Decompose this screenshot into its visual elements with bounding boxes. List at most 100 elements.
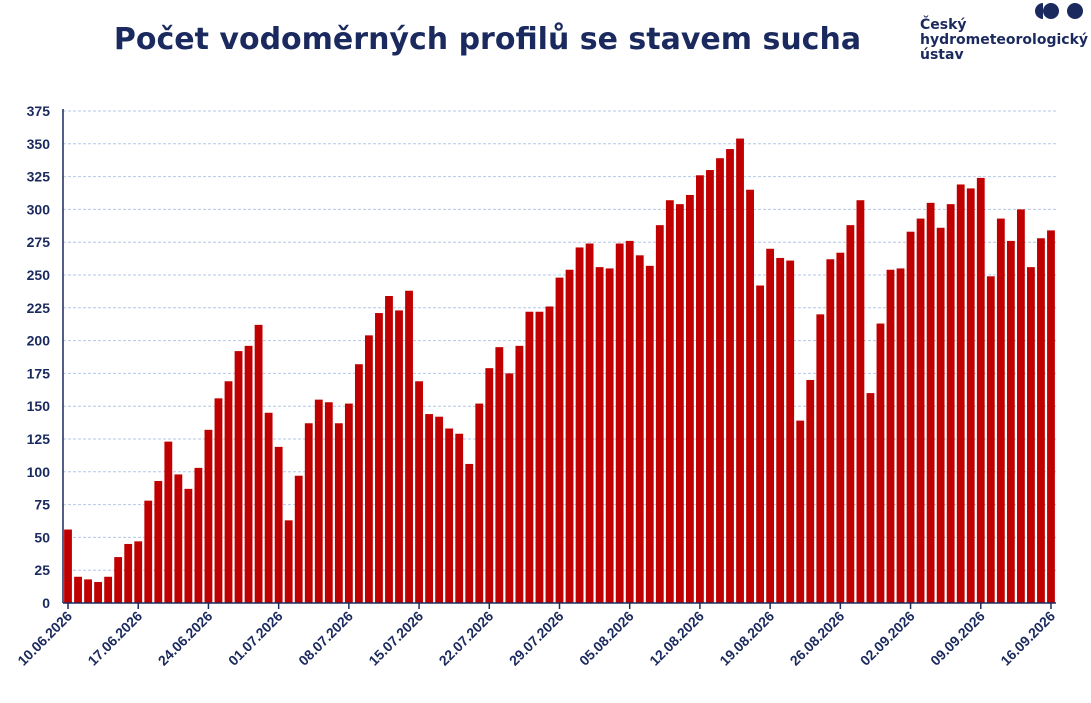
bar [906,231,915,603]
bar [776,257,785,603]
y-tick-label: 75 [34,497,50,513]
bar [756,285,765,603]
bar [174,474,183,603]
x-tick-label: 17.06.2026 [84,608,145,669]
x-tick-label: 10.06.2026 [14,608,75,669]
bar [886,269,895,603]
bar [696,175,704,604]
bar [595,267,604,603]
bar [525,311,534,603]
bar [194,467,203,603]
bar [445,428,454,603]
logo-line-1: Český [920,17,967,33]
bar [1016,209,1025,603]
bar [395,310,403,603]
bar [234,351,243,603]
bar [976,177,985,603]
bar [124,543,133,603]
bar [294,475,303,603]
bar [485,368,494,603]
bar [956,184,965,603]
bar [585,243,594,603]
bar [645,265,654,603]
logo-text: Český hydrometeorologický ústav [920,18,1088,63]
bar [375,313,383,603]
bar [495,347,504,603]
y-tick-label: 150 [27,398,51,414]
bar [856,200,865,603]
bar [515,345,524,603]
y-tick-label: 300 [27,201,51,217]
x-tick-labels: 10.06.2026 17.06.2026 24.06.2026 01.07.2026… [14,608,1058,669]
bar [1047,230,1055,603]
bar [866,393,875,603]
y-tick-label: 225 [27,300,51,316]
bar [435,416,444,603]
y-tick-label: 325 [27,169,51,185]
bar [455,433,464,603]
y-tick-label: 375 [27,103,51,119]
bar [254,324,263,603]
logo-line-2: hydrometeorologický [920,32,1089,48]
bar [114,557,123,603]
bar [284,520,293,603]
y-tick-label: 275 [27,234,51,250]
bar [625,240,634,603]
bar [846,225,855,603]
x-tick-label: 29.07.2026 [506,608,567,669]
bar [64,529,72,603]
x-tick-label: 09.09.2026 [927,608,988,669]
bar [204,429,213,603]
bar [405,290,413,603]
bar [314,399,323,603]
bar [134,541,143,603]
y-tick-labels: 0 25 50 75 100 125 150 175 200 225 250 275 300 325 350… [27,103,51,611]
bar [1027,267,1035,603]
bar [385,295,393,603]
bar [154,480,163,603]
bar [675,204,684,603]
bar [1037,238,1045,603]
bar [706,170,714,604]
axes [62,109,1056,609]
bar [164,441,173,603]
y-tick-label: 175 [27,365,51,381]
x-tick-label: 26.08.2026 [787,608,848,669]
y-tick-label: 25 [34,562,50,578]
bar [716,158,724,604]
bar [966,188,975,603]
bar [214,398,223,603]
chmu-logo-mark-icon [1035,3,1083,19]
y-tick-label: 350 [27,136,51,152]
bar [826,259,835,603]
x-tick-label: 24.06.2026 [155,608,216,669]
bar [104,576,113,603]
bar [816,314,825,603]
bar [876,323,885,603]
bar [1006,240,1015,603]
x-tick-label: 02.09.2026 [857,608,918,669]
logo-line-3: ústav [920,47,964,63]
bar [144,500,153,603]
x-tick-label: 19.08.2026 [716,608,777,669]
x-tick-label: 01.07.2026 [225,608,286,669]
bar [806,379,815,603]
bar [786,260,795,603]
bar [365,335,373,603]
chmu-logo: Český hydrometeorologický ústav [920,0,1091,80]
bar [766,248,775,603]
bar [84,579,92,603]
bar [425,414,434,603]
bar [665,200,674,603]
bar [224,381,233,603]
bar [244,345,253,603]
bar [655,225,664,603]
bar [535,311,544,603]
bar [635,255,644,603]
bar [726,149,734,604]
bars [64,138,1055,604]
bar [736,138,744,604]
y-tick-label: 125 [27,431,51,447]
bar [274,446,283,603]
